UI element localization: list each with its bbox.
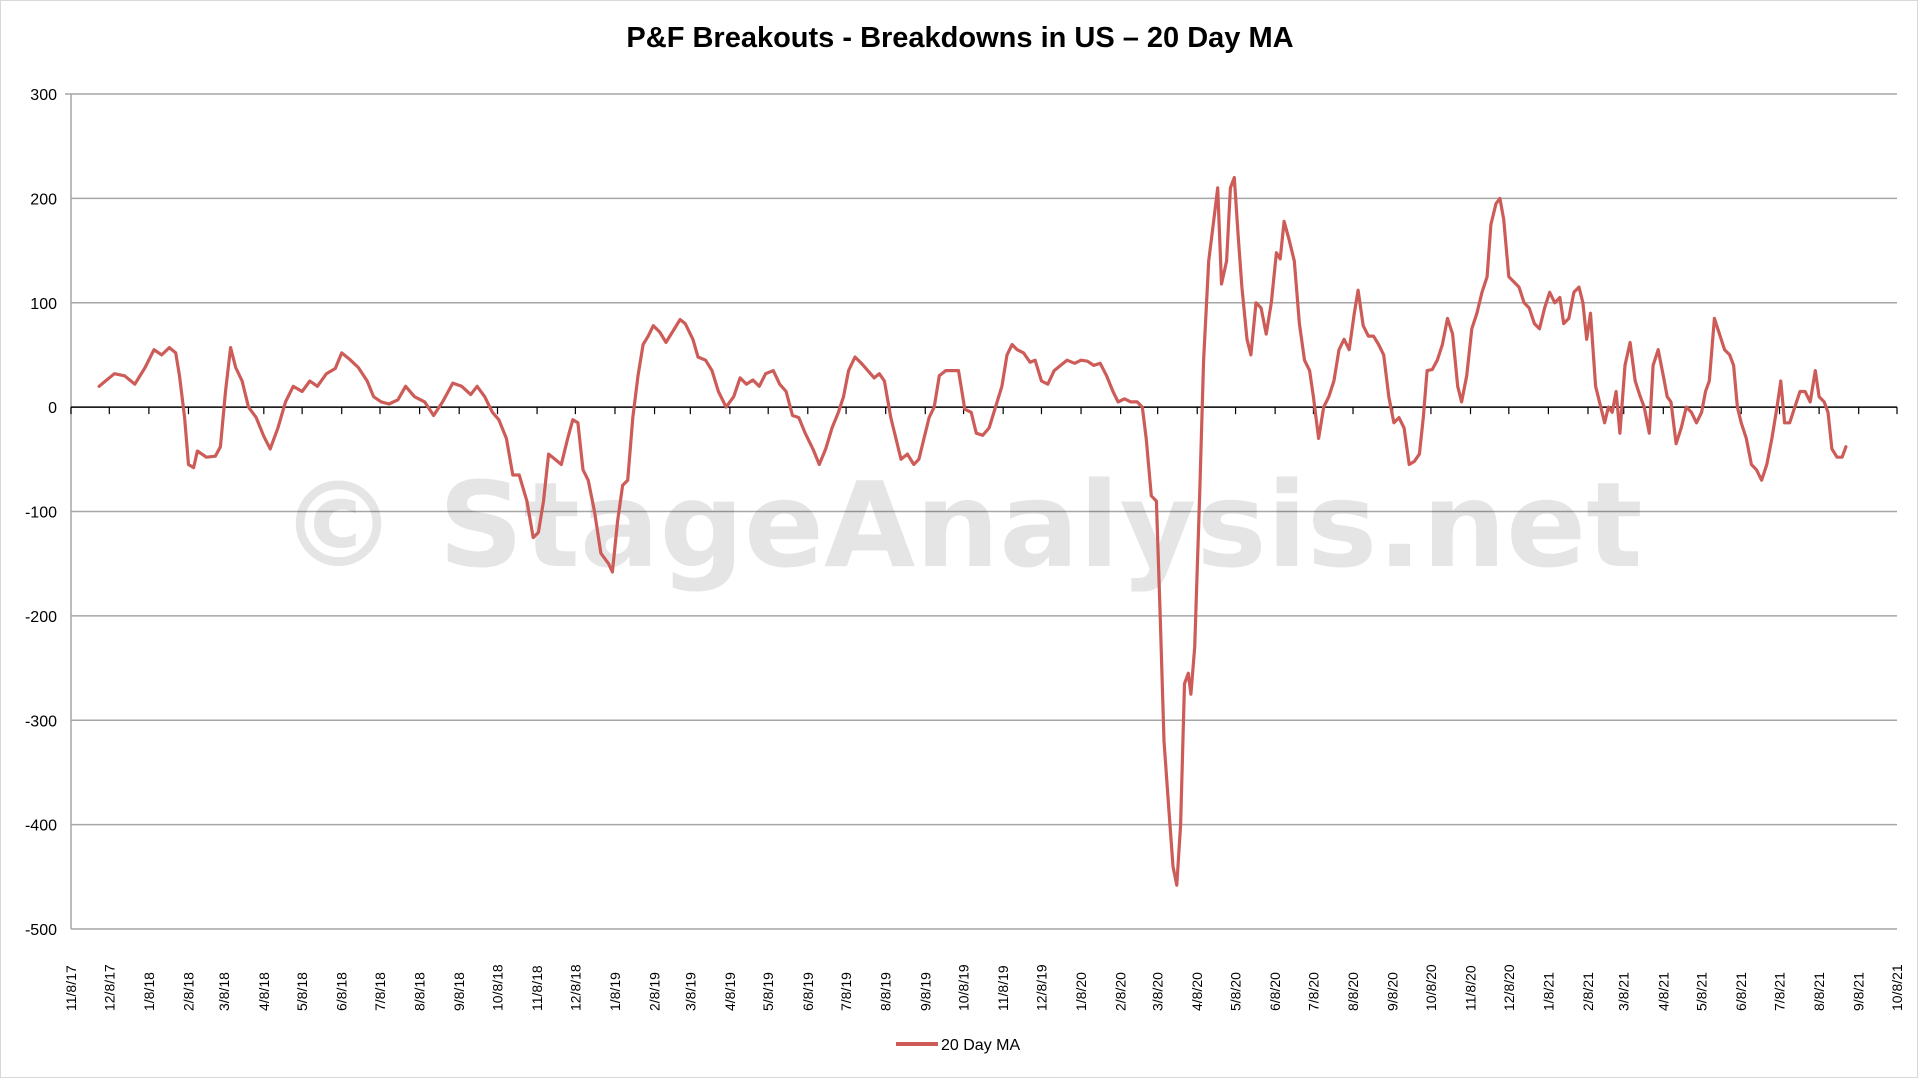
x-tick-label: 3/8/19	[682, 972, 698, 1011]
x-tick-label: 2/8/18	[180, 972, 196, 1011]
y-tick-label: -400	[25, 818, 57, 835]
x-tick-label: 6/8/21	[1733, 972, 1749, 1011]
x-tick-label: 1/8/18	[141, 972, 157, 1011]
x-tick-label: 12/8/20	[1501, 964, 1517, 1011]
watermark-text: © StageAnalysis.net	[279, 456, 1642, 594]
x-tick-label: 12/8/18	[567, 964, 583, 1011]
y-tick-label: -500	[25, 922, 57, 939]
x-tick-label: 12/8/17	[101, 964, 117, 1011]
x-tick-label: 9/8/20	[1385, 972, 1401, 1011]
x-tick-label: 6/8/20	[1267, 972, 1283, 1011]
y-tick-label: 200	[30, 191, 57, 208]
x-tick-label: 9/8/21	[1851, 972, 1867, 1011]
legend: 20 Day MA	[896, 1037, 1020, 1054]
x-tick-label: 4/8/18	[256, 972, 272, 1011]
x-tick-label: 4/8/19	[722, 972, 738, 1011]
legend-label-20-day-ma: 20 Day MA	[941, 1037, 1020, 1054]
x-tick-label: 7/8/19	[838, 972, 854, 1011]
x-tick-label: 10/8/20	[1423, 964, 1439, 1011]
x-tick-label: 2/8/19	[647, 972, 663, 1011]
y-tick-label: -200	[25, 609, 57, 626]
x-tick-label: 5/8/21	[1694, 972, 1710, 1011]
x-tick-label: 3/8/18	[216, 972, 232, 1011]
grid-layer	[71, 93, 1897, 930]
x-tick-label: 6/8/18	[334, 972, 350, 1011]
x-tick-label: 4/8/21	[1655, 972, 1671, 1011]
x-tick-label: 5/8/19	[760, 972, 776, 1011]
x-tick-label: 1/8/19	[607, 972, 623, 1011]
y-tick-label: -100	[25, 505, 57, 522]
series-layer	[97, 175, 1848, 887]
y-tick-label: 100	[30, 296, 57, 313]
x-tick-label: 10/8/18	[489, 964, 505, 1011]
chart-title: P&F Breakouts - Breakdowns in US – 20 Da…	[626, 22, 1293, 54]
x-tick-label: 3/8/20	[1150, 972, 1166, 1011]
x-tick-label: 5/8/18	[294, 972, 310, 1011]
x-tick-label: 7/8/18	[372, 972, 388, 1011]
x-tick-label: 3/8/21	[1616, 972, 1632, 1011]
x-tick-label: 8/8/18	[412, 972, 428, 1011]
y-tick-label: 300	[30, 87, 57, 104]
x-tick-label: 1/8/21	[1540, 972, 1556, 1011]
x-tick-label: 11/8/18	[529, 965, 545, 1011]
x-tick-label: 11/8/19	[995, 965, 1011, 1011]
x-tick-label: 10/8/19	[956, 964, 972, 1011]
x-tick-label: 8/8/19	[878, 972, 894, 1011]
axis-layer: 300 200 100 0 -100 -200 -300 -400 -500 11/8/17 12/…	[25, 87, 1905, 1011]
x-tick-label: 8/8/20	[1345, 972, 1361, 1011]
x-tick-label: 12/8/19	[1033, 964, 1049, 1011]
x-tick-label: 6/8/19	[800, 972, 816, 1011]
x-tick-label: 2/8/21	[1580, 972, 1596, 1011]
y-tick-label: 0	[48, 400, 57, 417]
x-tick-label: 4/8/20	[1189, 972, 1205, 1011]
x-tick-label: 7/8/20	[1305, 972, 1321, 1011]
y-tick-label: -300	[25, 713, 57, 730]
x-tick-label: 10/8/21	[1889, 964, 1905, 1011]
x-tick-label: 7/8/21	[1772, 972, 1788, 1011]
x-tick-label: 5/8/20	[1228, 972, 1244, 1011]
x-tick-label: 1/8/20	[1073, 972, 1089, 1011]
x-tick-label: 9/8/19	[917, 972, 933, 1011]
x-tick-label: 11/8/20	[1463, 965, 1479, 1011]
x-tick-label: 11/8/17	[63, 965, 79, 1011]
x-tick-label: 9/8/18	[451, 972, 467, 1011]
series-line-20-day-ma	[97, 175, 1848, 887]
x-tick-label: 8/8/21	[1811, 972, 1827, 1011]
x-tick-label: 2/8/20	[1113, 972, 1129, 1011]
